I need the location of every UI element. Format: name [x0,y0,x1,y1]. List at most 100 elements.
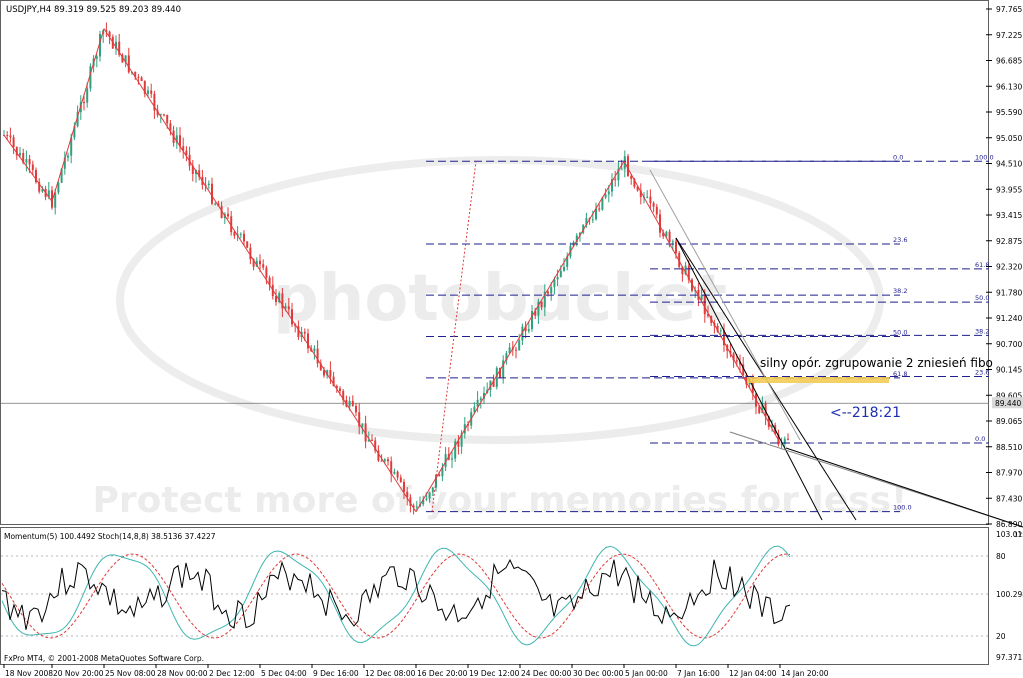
candle-body [435,474,437,488]
stoch-signal-line [1,553,791,639]
candle [681,266,684,282]
x-tick-label: 12 Jan 04:00 [729,669,777,678]
candle-body [227,213,229,217]
candle-body [502,360,505,379]
candle [543,284,546,317]
candle [105,22,108,37]
candle [700,288,703,303]
stoch-main-line [1,545,791,647]
candle-body [655,206,658,215]
y-tick-label: 97.765 [996,5,1022,14]
candle-body [627,156,629,177]
candle [249,243,252,265]
candle-body [252,259,255,267]
candle-body [214,203,217,205]
candle-body [28,158,31,165]
candle [444,447,447,472]
candle [262,259,265,271]
candle-body [732,353,735,361]
candle-body [457,441,460,447]
y-tick-label: 95.590 [996,108,1022,117]
candle-body [153,93,156,111]
candle-body [684,265,687,275]
candle [268,275,271,291]
candle [406,487,409,506]
candle-body [291,309,293,325]
candle-body [313,348,316,352]
candle [422,495,425,507]
candle-body [518,340,521,351]
candle [614,170,617,187]
chart-title: USDJPY,H4 89.319 89.525 89.203 89.440 [6,5,181,15]
candle [505,351,508,365]
candle [412,503,415,515]
candle-body [316,348,319,364]
y-tick-label: 92.875 [996,237,1022,246]
candle-body [319,363,322,371]
indicator-tick-label: 100.2986 [996,590,1023,599]
y-tick-label: 93.955 [996,185,1022,194]
candle [758,404,761,415]
candle [278,291,281,304]
candle [31,160,34,175]
candle-body [163,114,165,116]
candle-body [659,214,661,233]
candle [163,113,165,117]
grid-layer [1,402,989,637]
y-tick-label: 87.970 [996,469,1022,478]
candle-body [566,256,569,267]
candle-body [582,224,585,233]
candle-body [9,135,12,138]
candle-body [700,294,703,300]
y-tick-label: 90.145 [996,366,1022,375]
candle-body [406,491,409,498]
candle [307,328,309,354]
price-panel[interactable] [0,0,989,525]
candle [316,340,319,368]
candle [175,127,178,149]
candle [537,298,540,324]
candle [502,355,505,384]
trendline [785,447,1023,528]
indicator-panel[interactable] [0,527,989,665]
candle-body [515,349,517,351]
x-tick-label: 25 Nov 08:00 [105,669,156,678]
y-tick-label: 96.130 [996,82,1022,91]
candle-body [137,76,140,78]
y-tick-label: 92.320 [996,263,1022,272]
candle-body [412,505,415,508]
candle-body [255,260,258,267]
candle-body [508,347,511,354]
candle [19,147,21,157]
candle [127,47,130,74]
candle-body [428,492,431,499]
candle [54,188,57,215]
candle [281,287,284,318]
y-tick-label: 93.415 [996,211,1022,220]
candle-body [460,433,463,447]
candle [95,53,98,68]
candle [287,297,290,315]
candle [89,63,92,92]
candle [342,389,345,406]
candle-body [159,114,162,116]
trendline [649,169,801,441]
candle-body [537,301,540,316]
candle-body [265,267,268,278]
watermark: photobucket Protect more of your memorie… [93,156,907,521]
candle-body [787,438,789,440]
candle-body [108,31,111,37]
candle-body [95,56,98,59]
candle-body [191,165,194,174]
candle-body [668,231,671,242]
candle [531,304,533,332]
candle [655,203,658,219]
candle-body [393,471,396,474]
fib-level-label: 50.0 [893,328,907,336]
candle-body [25,158,28,163]
candle-body [547,291,549,294]
candle [291,302,293,327]
candle [627,153,629,177]
candle [38,178,41,194]
